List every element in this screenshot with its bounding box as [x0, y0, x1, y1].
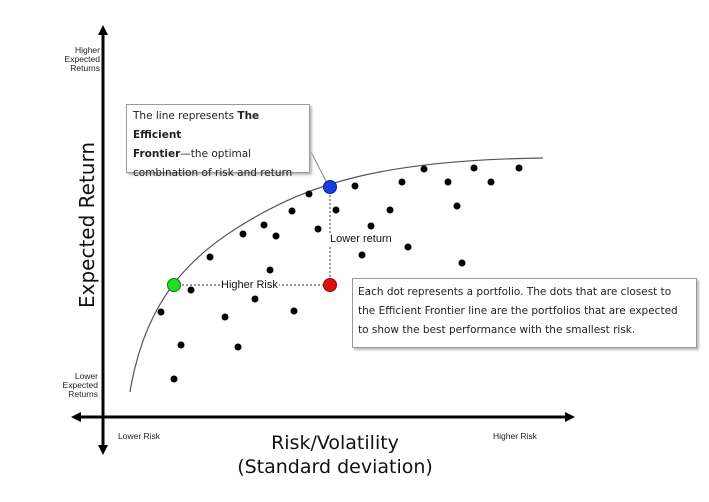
portfolio-dots-callout: Each dot represents a portfolio. The dot… [352, 278, 697, 348]
dots-callout-line2: the Efficient Frontier line are the port… [358, 305, 678, 317]
portfolio-dot [398, 178, 406, 186]
portfolio-dot [314, 225, 322, 233]
portfolio-dot [515, 164, 523, 172]
portfolio-dot [290, 307, 298, 315]
portfolio-dot [420, 165, 428, 173]
dots-callout-line3: to show the best performance with the sm… [358, 324, 636, 336]
lower-risk-label: Lower Risk [118, 431, 161, 441]
dots-callout-line1: Each dot represents a portfolio. The dot… [358, 286, 672, 298]
lower-expected-returns-label: Lower Expected Returns [38, 372, 98, 399]
y-axis-title: Expected Return [75, 141, 99, 309]
x-axis-title-line1: Risk/Volatility [271, 432, 399, 454]
lower-return-label: Lower return [329, 233, 393, 246]
efficient-frontier-curve [129, 157, 544, 393]
lower-expected-returns-line: Returns [68, 389, 98, 399]
portfolio-dot [251, 295, 259, 303]
portfolio-dot [404, 243, 412, 251]
frontier-callout-line1: The line represents The Efficient [133, 107, 303, 145]
portfolio-dot [221, 313, 229, 321]
frontier-callout-line3: combination of risk and return [133, 167, 293, 179]
higher-risk-label: Higher Risk [220, 279, 279, 292]
portfolio-dot [288, 207, 296, 215]
portfolio-dot [177, 341, 185, 349]
portfolio-dot [239, 230, 247, 238]
portfolio-dot [453, 202, 461, 210]
portfolio-dot [305, 190, 313, 198]
portfolio-dots [157, 164, 523, 383]
lower-expected-returns-line: Lower [74, 371, 98, 381]
portfolio-dot [386, 206, 394, 214]
portfolio-dot [234, 343, 242, 351]
portfolio-dot [470, 164, 478, 172]
portfolio-dot [444, 178, 452, 186]
portfolio-dot [260, 221, 268, 229]
frontier-callout-text: The line represents [133, 110, 238, 122]
frontier-point-blue [323, 180, 337, 194]
portfolio-dot [266, 266, 274, 274]
portfolio-dot [187, 286, 195, 294]
higher-expected-returns-line: Returns [70, 63, 100, 73]
efficient-point-green [167, 278, 181, 292]
frontier-callout-bold: Frontier [133, 148, 181, 160]
portfolio-dot [332, 206, 340, 214]
portfolio-dot [272, 232, 280, 240]
x-axis-title-line2: (Standard deviation) [237, 456, 433, 478]
higher-expected-returns-line: Higher [74, 45, 100, 55]
portfolio-dot [367, 222, 375, 230]
portfolio-dot [170, 375, 178, 383]
callout-pointer-line [309, 149, 330, 188]
portfolio-dot [351, 182, 359, 190]
frontier-callout-bold: The Efficient [133, 110, 260, 141]
frontier-callout-text: —the optimal [180, 148, 252, 160]
frontier-callout-line2: Frontier—the optimal [133, 145, 303, 164]
higher-expected-returns-label: Higher Expected Returns [40, 46, 100, 73]
higher-expected-returns-line: Expected [64, 54, 100, 64]
portfolio-dot [157, 308, 165, 316]
portfolio-dot [358, 251, 366, 259]
portfolio-dot [487, 178, 495, 186]
lower-expected-returns-line: Expected [62, 380, 98, 390]
risky-point-red [323, 278, 337, 292]
efficient-frontier-callout: The line represents The Efficient Fronti… [126, 104, 310, 179]
portfolio-dot [458, 259, 466, 267]
portfolio-dot [206, 253, 214, 261]
higher-risk-axis-label: Higher Risk [493, 431, 537, 441]
